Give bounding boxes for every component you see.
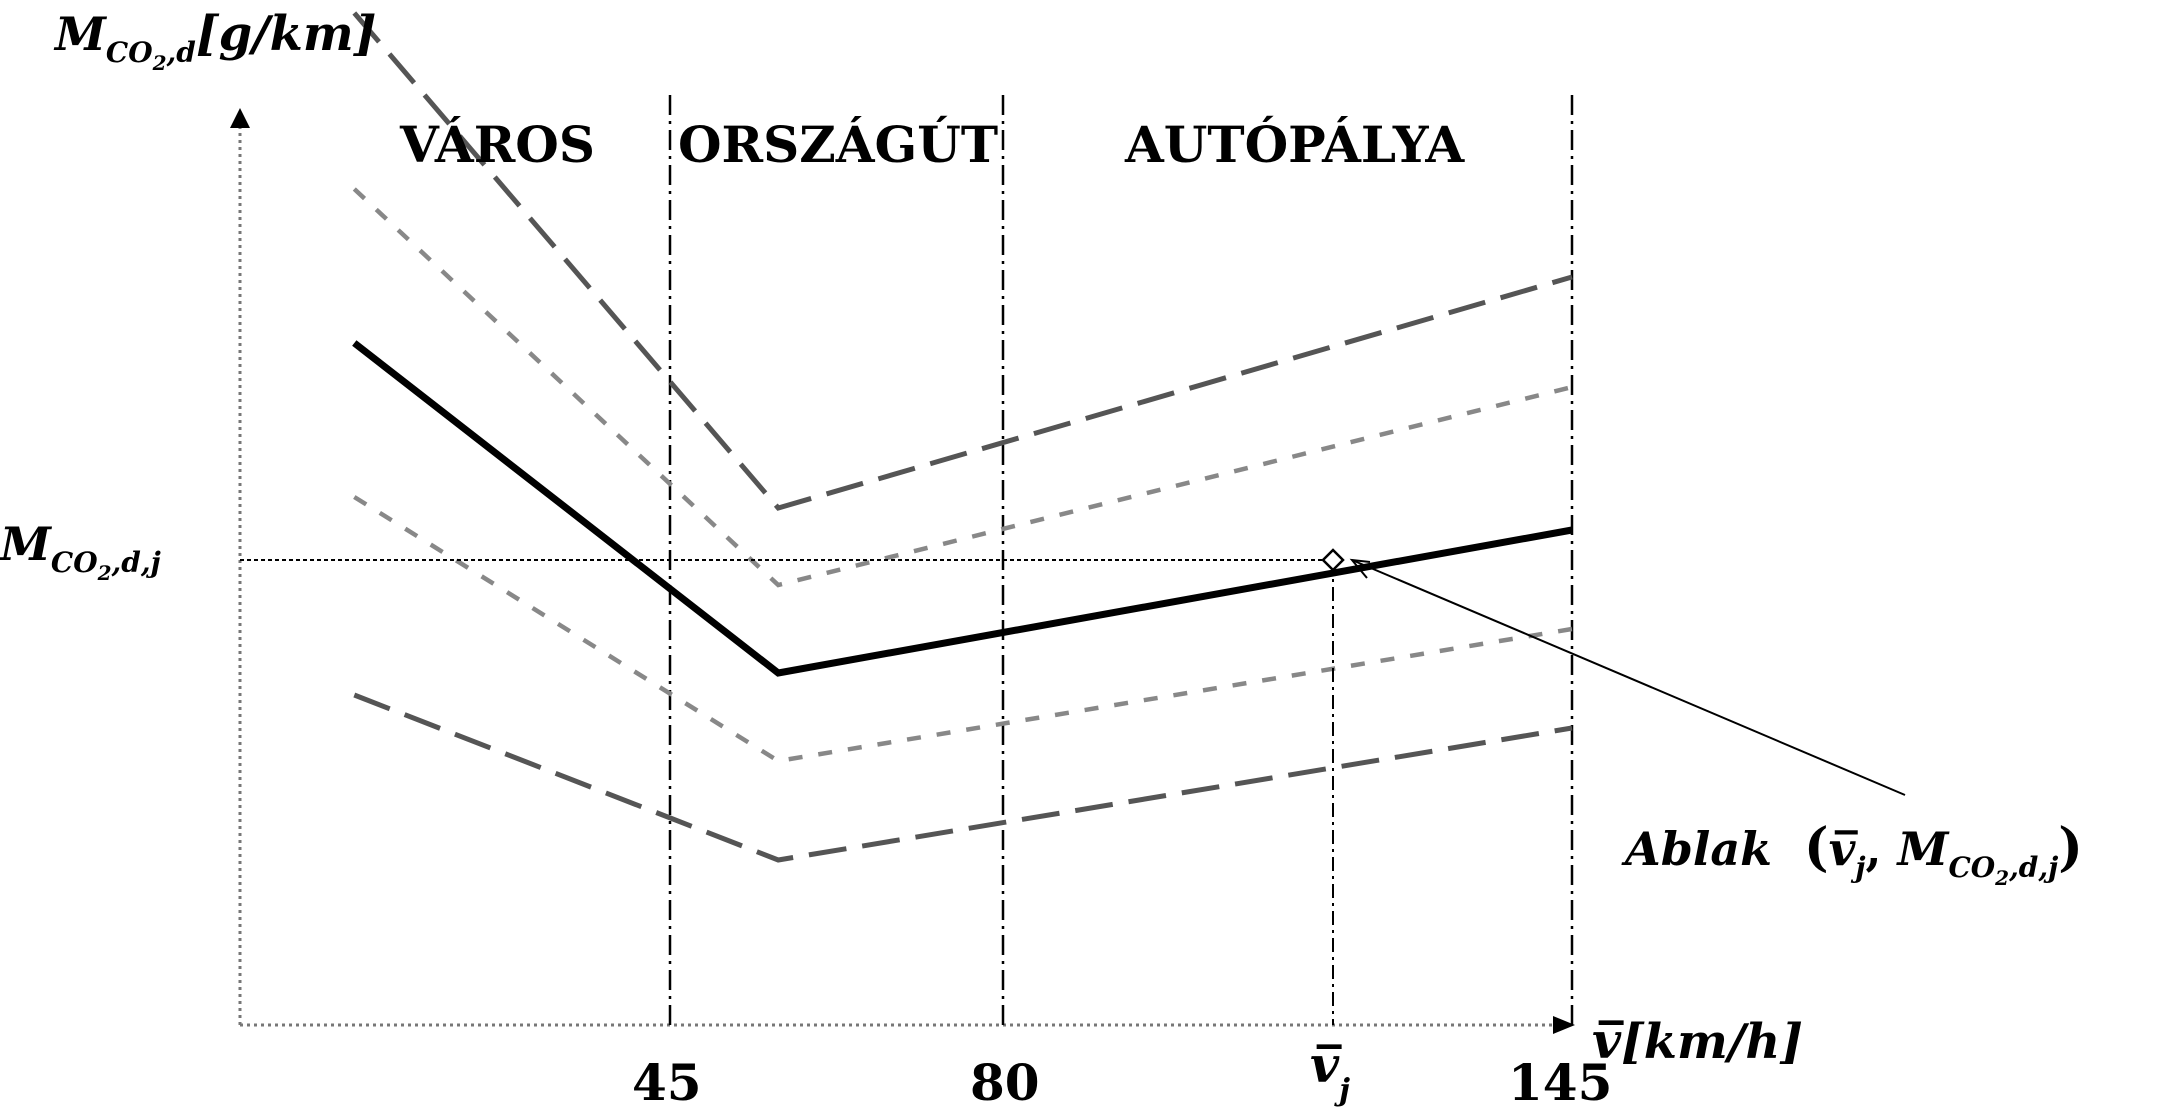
- series-line-5-long-dash: [353, 692, 1573, 863]
- window-value-label: MCO2,d,j: [0, 517, 161, 585]
- x-tick-vj: v̅j: [1310, 1035, 1350, 1108]
- region-boundaries: [668, 95, 1574, 1025]
- x-tick-145: 145: [1508, 1053, 1612, 1112]
- region-label-autopalya: AUTÓPÁLYA: [1124, 115, 1465, 174]
- x-axis-label: v̅[km/h]: [1592, 1011, 1803, 1070]
- series-line-2-long-dash: [352, 11, 1573, 511]
- x-tick-80: 80: [970, 1053, 1040, 1112]
- y-axis-arrowhead: [230, 108, 250, 128]
- window-guides: [240, 559, 1334, 1025]
- series-layer: [352, 11, 1573, 863]
- y-axis-label: MCO2,d[g/km]: [53, 6, 376, 75]
- annotation-leader-line: [1351, 559, 1906, 796]
- annotation-arrowhead: [1349, 558, 1371, 579]
- series-line-3-short-dash: [352, 187, 1573, 588]
- x-tick-45: 45: [632, 1053, 702, 1112]
- series-line-4-short-dash: [353, 495, 1573, 764]
- x-axis-arrowhead: [1553, 1016, 1575, 1034]
- axes: [238, 120, 1565, 1027]
- series-line-1-solid: [352, 340, 1573, 677]
- region-label-orszagut: ORSZÁGÚT: [678, 115, 998, 174]
- region-label-varos: VÁROS: [399, 115, 595, 174]
- window-point-marker: [1321, 548, 1345, 572]
- window-annotation: Ablak (v̅j, MCO2,d,j): [1621, 817, 2083, 890]
